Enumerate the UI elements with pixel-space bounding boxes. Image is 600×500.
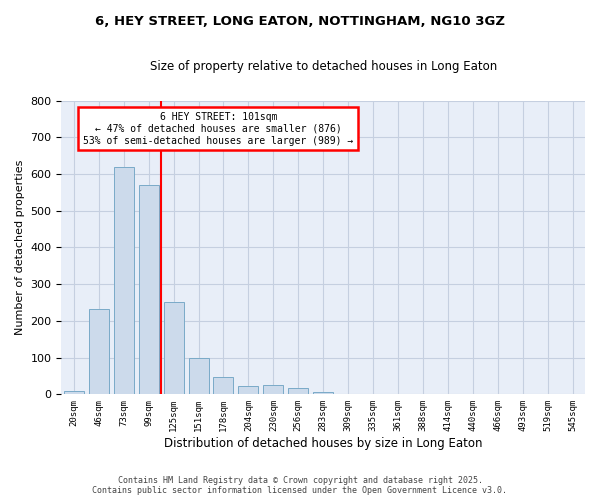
Bar <box>114 166 134 394</box>
Bar <box>64 390 84 394</box>
Bar <box>263 385 283 394</box>
Text: Contains HM Land Registry data © Crown copyright and database right 2025.
Contai: Contains HM Land Registry data © Crown c… <box>92 476 508 495</box>
Bar <box>89 309 109 394</box>
Text: 6 HEY STREET: 101sqm
← 47% of detached houses are smaller (876)
53% of semi-deta: 6 HEY STREET: 101sqm ← 47% of detached h… <box>83 112 353 146</box>
Bar <box>164 302 184 394</box>
Bar <box>139 185 158 394</box>
Bar <box>188 358 209 394</box>
Title: Size of property relative to detached houses in Long Eaton: Size of property relative to detached ho… <box>149 60 497 73</box>
Bar <box>288 388 308 394</box>
Y-axis label: Number of detached properties: Number of detached properties <box>15 160 25 335</box>
Bar <box>313 392 333 394</box>
Text: 6, HEY STREET, LONG EATON, NOTTINGHAM, NG10 3GZ: 6, HEY STREET, LONG EATON, NOTTINGHAM, N… <box>95 15 505 28</box>
Bar <box>238 386 259 394</box>
Bar <box>214 376 233 394</box>
X-axis label: Distribution of detached houses by size in Long Eaton: Distribution of detached houses by size … <box>164 437 482 450</box>
